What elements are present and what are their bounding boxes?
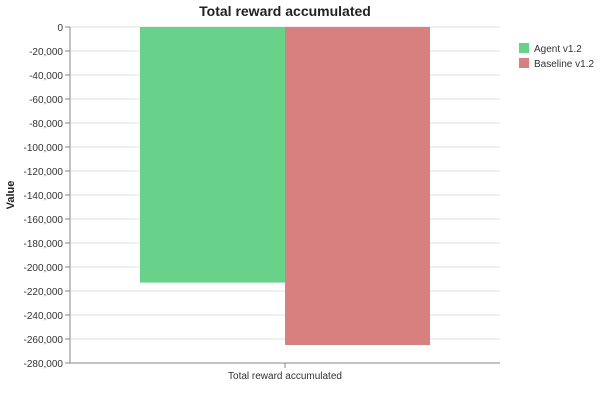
y-tick-label: -80,000 xyxy=(29,119,63,130)
chart-title: Total reward accumulated xyxy=(199,3,371,19)
legend-swatch xyxy=(519,43,529,53)
y-tick-label: -20,000 xyxy=(29,47,63,58)
bar xyxy=(140,27,285,283)
y-tick-label: -160,000 xyxy=(24,215,64,226)
y-axis-label: Value xyxy=(5,181,17,210)
y-tick-label: -240,000 xyxy=(24,311,64,322)
bar xyxy=(285,27,430,345)
y-tick-labels: 0 -20,000 -40,000 -60,000 -80,000 -100,000 -12… xyxy=(24,23,64,370)
y-tick-label: -200,000 xyxy=(24,263,64,274)
legend-label: Agent v1.2 xyxy=(534,44,582,55)
y-tick-label: -220,000 xyxy=(24,287,64,298)
axes xyxy=(65,26,500,368)
legend-swatch xyxy=(519,58,529,68)
bars xyxy=(140,27,430,345)
x-tick-labels: Total reward accumulated xyxy=(228,371,342,382)
y-tick-label: -260,000 xyxy=(24,335,64,346)
y-tick-label: -140,000 xyxy=(24,191,64,202)
y-tick-label: -280,000 xyxy=(24,359,64,370)
legend: Agent v1.2 Baseline v1.2 xyxy=(519,43,594,70)
x-tick-label: Total reward accumulated xyxy=(228,371,342,382)
y-tick-label: -180,000 xyxy=(24,239,64,250)
y-tick-label: -120,000 xyxy=(24,167,64,178)
y-tick-label: -100,000 xyxy=(24,143,64,154)
y-tick-label: -60,000 xyxy=(29,95,63,106)
y-tick-label: 0 xyxy=(57,23,63,34)
legend-label: Baseline v1.2 xyxy=(534,59,594,70)
y-tick-label: -40,000 xyxy=(29,71,63,82)
